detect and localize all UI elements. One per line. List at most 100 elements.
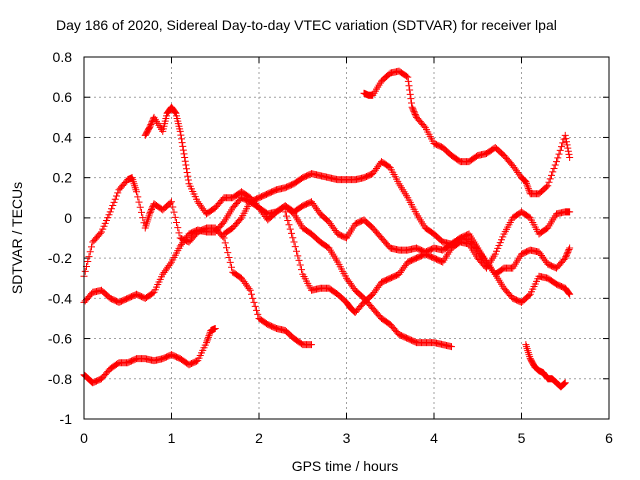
- tick-labels: 0 1 2 3 4 5 6 -1 -0.8 -0.6 -0.4 -0.2 0 0.2 0.4 0.6 0.8: [48, 49, 613, 446]
- data-point: [203, 337, 211, 345]
- data-point: [148, 119, 155, 127]
- data-point: [179, 142, 187, 150]
- data-point: [564, 289, 572, 297]
- x-tick-label: 3: [343, 430, 351, 446]
- y-tick-label: 0.6: [53, 89, 73, 105]
- data-point: [561, 131, 569, 139]
- data-point: [104, 214, 112, 222]
- data-point: [411, 110, 419, 118]
- data-point: [290, 238, 298, 246]
- data-point: [296, 261, 304, 269]
- series-sat-b: [141, 103, 455, 351]
- data-point: [226, 258, 234, 266]
- data-point: [111, 195, 119, 203]
- data-point: [524, 185, 532, 193]
- data-point: [283, 212, 290, 220]
- data-point: [181, 157, 189, 165]
- data-point: [133, 188, 140, 196]
- data-point: [524, 183, 532, 191]
- data-point: [404, 73, 412, 81]
- data-point: [498, 236, 505, 244]
- data-point: [566, 208, 574, 216]
- data-point: [558, 143, 565, 151]
- y-tick-label: -1: [60, 411, 73, 427]
- data-point: [561, 379, 569, 387]
- data-point: [493, 247, 500, 255]
- data-point: [225, 254, 233, 262]
- data-point: [177, 131, 185, 139]
- data-point: [495, 241, 503, 249]
- data-point: [403, 72, 410, 80]
- data-point: [408, 99, 415, 107]
- y-tick-label: -0.4: [48, 290, 72, 306]
- data-point: [204, 333, 212, 341]
- data-point: [555, 150, 563, 158]
- data-point: [173, 218, 180, 226]
- data-point: [147, 121, 155, 129]
- data-point: [409, 106, 417, 114]
- data-point: [146, 122, 154, 130]
- data-point: [551, 161, 559, 169]
- data-point: [81, 267, 89, 275]
- data-point: [183, 165, 190, 173]
- series-sat-f: [281, 208, 574, 316]
- data-point: [175, 229, 183, 237]
- x-tick-label: 0: [80, 430, 88, 446]
- data-point: [564, 248, 572, 256]
- data-point: [96, 229, 104, 237]
- data-point: [562, 135, 570, 143]
- data-point: [211, 325, 219, 332]
- data-point: [563, 141, 571, 149]
- data-point: [99, 225, 107, 233]
- data-point: [294, 252, 302, 260]
- series-sat-a: [80, 174, 315, 349]
- data-point: [245, 285, 253, 293]
- data-point: [563, 250, 571, 258]
- data-point: [562, 253, 570, 261]
- data-point: [176, 127, 184, 135]
- y-tick-label: -0.2: [48, 250, 72, 266]
- data-point: [406, 90, 414, 98]
- data-point: [308, 341, 315, 349]
- data-point: [548, 171, 555, 179]
- series-sat-d: [80, 325, 219, 387]
- data-point: [103, 216, 110, 224]
- data-point: [136, 203, 144, 211]
- data-point: [284, 216, 292, 224]
- series-sat-h: [522, 341, 569, 391]
- data-point: [288, 229, 295, 237]
- data-marks: [80, 67, 574, 391]
- data-point: [410, 108, 418, 116]
- data-point: [289, 234, 297, 242]
- data-point: [405, 82, 413, 90]
- data-point: [411, 109, 419, 117]
- data-point: [563, 138, 570, 146]
- data-point: [224, 249, 232, 257]
- data-point: [253, 306, 260, 314]
- data-point: [553, 158, 560, 166]
- series-sat-g: [360, 67, 574, 198]
- data-point: [564, 147, 572, 155]
- data-point: [543, 183, 550, 191]
- data-point: [110, 198, 118, 206]
- data-point: [113, 192, 120, 200]
- data-point: [293, 247, 300, 255]
- data-point: [228, 263, 235, 271]
- data-point: [184, 176, 192, 184]
- data-point: [146, 210, 154, 218]
- data-point: [561, 379, 569, 387]
- x-tick-label: 2: [255, 430, 263, 446]
- data-point: [560, 380, 568, 388]
- data-point: [522, 178, 530, 186]
- data-point: [105, 211, 113, 219]
- data-point: [181, 154, 189, 162]
- data-point: [98, 228, 105, 236]
- data-point: [285, 221, 293, 229]
- plot-frame: [83, 56, 610, 420]
- data-point: [249, 294, 257, 302]
- x-axis-label: GPS time / hours: [292, 458, 399, 474]
- data-point: [169, 203, 177, 211]
- data-point: [281, 208, 289, 216]
- data-point: [171, 108, 179, 116]
